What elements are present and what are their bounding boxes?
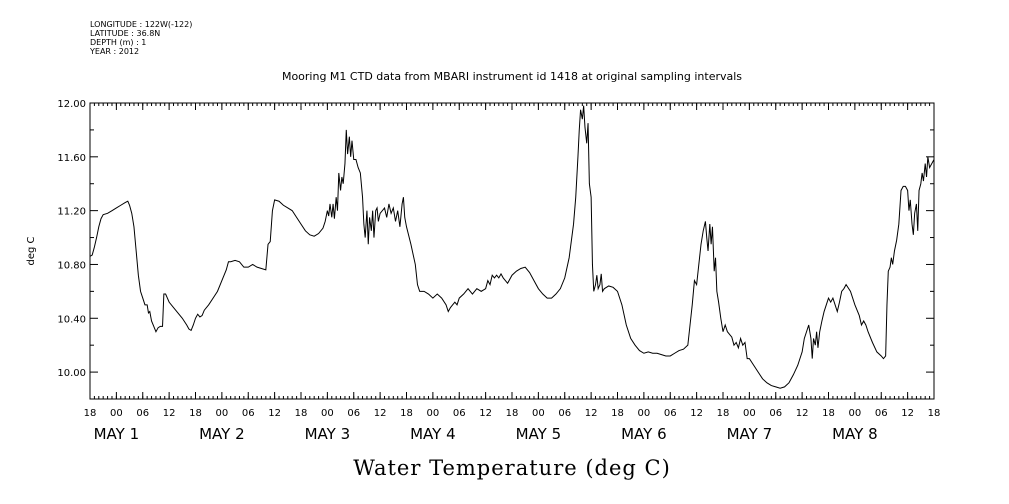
depth-text: DEPTH (m) : 1	[90, 38, 147, 47]
x-tick-label: 18	[822, 408, 835, 419]
x-tick-label: 12	[690, 408, 703, 419]
latitude-text: LATITUDE : 36.8N	[90, 29, 161, 38]
x-tick-label: 00	[216, 408, 229, 419]
chart-caption: Water Temperature (deg C)	[353, 456, 671, 480]
x-tick-label: 18	[506, 408, 519, 419]
x-tick-label: 06	[875, 408, 888, 419]
x-tick-label: 06	[769, 408, 782, 419]
x-tick-label: 00	[532, 408, 545, 419]
y-axis-ticks: 12.00 11.60 11.20 10.80 10.40 10.00	[57, 99, 934, 379]
metadata-block: LONGITUDE : 122W(-122) LATITUDE : 36.8N …	[90, 20, 192, 56]
x-tick-label: 06	[664, 408, 677, 419]
x-tick-label: 06	[558, 408, 571, 419]
day-label: MAY 5	[516, 425, 562, 443]
day-label: MAY 2	[199, 425, 245, 443]
x-tick-label: 12	[585, 408, 598, 419]
x-tick-label: 18	[295, 408, 308, 419]
x-tick-label: 12	[268, 408, 281, 419]
y-tick-label: 10.00	[57, 368, 86, 379]
x-tick-label: 18	[717, 408, 730, 419]
y-axis-label: deg C	[26, 236, 37, 265]
x-axis-ticks: 18 00 06 12 18 00 06 12 18 00 06 12 18 00 06 12 18 00 06 12…	[84, 103, 941, 443]
x-tick-label: 12	[479, 408, 492, 419]
day-label: MAY 3	[305, 425, 351, 443]
x-tick-label: 00	[743, 408, 756, 419]
y-tick-label: 10.40	[57, 314, 86, 325]
minor-ticks	[89, 103, 935, 399]
day-label: MAY 8	[832, 425, 878, 443]
plot-frame	[89, 102, 935, 400]
year-text: YEAR : 2012	[90, 47, 140, 56]
temperature-series-line	[89, 105, 935, 389]
x-tick-label: 12	[901, 408, 914, 419]
x-tick-label: 00	[110, 408, 123, 419]
x-tick-label: 18	[189, 408, 202, 419]
y-tick-label: 10.80	[57, 260, 86, 271]
day-label: MAY 4	[410, 425, 456, 443]
x-tick-label: 12	[163, 408, 176, 419]
x-tick-label: 00	[321, 408, 334, 419]
day-label: MAY 6	[621, 425, 667, 443]
x-tick-label: 18	[611, 408, 624, 419]
x-tick-label: 06	[242, 408, 255, 419]
x-tick-label: 06	[136, 408, 149, 419]
x-tick-label: 00	[849, 408, 862, 419]
x-tick-label: 00	[638, 408, 651, 419]
x-tick-label: 18	[928, 408, 941, 419]
longitude-text: LONGITUDE : 122W(-122)	[90, 20, 193, 29]
y-tick-label: 11.60	[57, 153, 86, 164]
x-tick-label: 18	[84, 408, 97, 419]
day-label: MAY 1	[94, 425, 140, 443]
x-tick-label: 06	[453, 408, 466, 419]
x-tick-label: 12	[796, 408, 809, 419]
y-tick-label: 11.20	[57, 207, 86, 218]
x-tick-label: 18	[400, 408, 413, 419]
x-tick-label: 06	[347, 408, 360, 419]
x-tick-label: 12	[374, 408, 387, 419]
day-label: MAY 7	[727, 425, 773, 443]
x-tick-label: 00	[427, 408, 440, 419]
chart-title: Mooring M1 CTD data from MBARI instrumen…	[282, 70, 742, 83]
y-tick-label: 12.00	[57, 99, 86, 110]
